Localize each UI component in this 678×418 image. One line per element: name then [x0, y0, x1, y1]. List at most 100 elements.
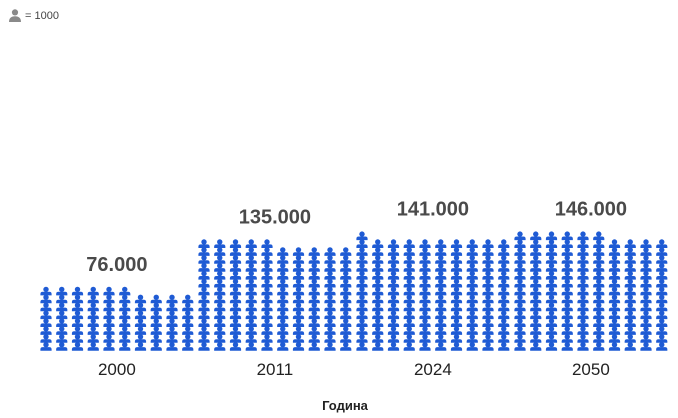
person-icon: [498, 318, 510, 327]
person-icon: [561, 318, 573, 327]
person-icon: [403, 247, 415, 256]
person-icon: [214, 255, 226, 264]
person-icon: [530, 302, 542, 312]
pictogram-column-2024: [356, 231, 510, 351]
person-icon: [324, 247, 336, 256]
person-icon: [640, 342, 652, 351]
person-icon: [419, 278, 431, 288]
person-icon: [530, 286, 542, 296]
person-icon: [403, 278, 415, 288]
person-icon: [530, 310, 542, 320]
person-icon: [324, 334, 336, 343]
person-icon: [640, 255, 652, 264]
person-icon: [261, 255, 273, 264]
person-icon: [308, 247, 320, 256]
person-icon: [466, 310, 478, 320]
person-icon: [292, 334, 305, 343]
person-icon: [356, 239, 368, 248]
person-icon: [624, 326, 636, 335]
person-icon: [308, 342, 320, 351]
person-icon: [514, 247, 526, 256]
person-icon: [245, 334, 257, 343]
person-icon: [103, 310, 115, 320]
person-icon: [561, 255, 573, 264]
person-icon: [150, 326, 162, 335]
person-icon: [419, 302, 431, 312]
person-icon: [640, 302, 652, 312]
person-icon: [56, 334, 68, 343]
person-icon: [482, 278, 494, 288]
person-icon: [482, 326, 494, 335]
person-icon: [87, 342, 99, 351]
person-icon: [387, 310, 400, 320]
person-icon: [40, 334, 52, 343]
person-icon: [292, 255, 305, 264]
person-icon: [182, 342, 194, 351]
person-icon: [640, 239, 652, 248]
person-icon: [277, 302, 289, 312]
person-icon: [640, 318, 652, 327]
person-icon: [577, 310, 589, 320]
person-icon: [656, 255, 668, 264]
person-icon: [624, 342, 636, 351]
person-icon: [419, 342, 431, 351]
person-icon: [419, 318, 431, 327]
person-icon: [372, 334, 384, 343]
person-icon: [119, 334, 131, 343]
person-icon: [277, 334, 289, 343]
person-icon: [340, 294, 352, 304]
person-icon: [150, 318, 162, 327]
person-icon: [403, 342, 415, 351]
person-icon: [356, 247, 368, 256]
person-icon: [656, 310, 668, 320]
person-icon: [530, 318, 542, 327]
person-icon: [530, 278, 542, 288]
person-icon: [103, 302, 115, 312]
person-icon: [308, 278, 320, 288]
person-icon: [198, 247, 210, 256]
person-icon: [308, 286, 320, 296]
person-icon: [166, 302, 178, 312]
person-icon: [624, 294, 636, 304]
person-icon: [498, 247, 510, 256]
person-icon: [530, 263, 542, 272]
person-icon: [419, 334, 431, 343]
person-icon: [119, 326, 131, 335]
person-icon: [450, 278, 463, 288]
person-icon: [419, 263, 431, 272]
person-icon: [403, 294, 415, 304]
x-tick-label: 2024: [414, 360, 452, 379]
person-icon: [624, 310, 636, 320]
person-icon: [530, 231, 542, 241]
person-icon: [593, 231, 605, 241]
person-icon: [608, 326, 621, 335]
person-icon: [150, 334, 162, 343]
person-icon: [656, 302, 668, 312]
person-icon: [340, 302, 352, 312]
person-icon: [103, 318, 115, 327]
person-icon: [624, 239, 636, 248]
person-icon: [340, 326, 352, 335]
person-icon: [166, 318, 178, 327]
value-label: 135.000: [239, 206, 311, 228]
person-icon: [245, 286, 257, 296]
person-icon: [119, 302, 131, 312]
person-icon: [71, 318, 84, 327]
person-icon: [640, 270, 652, 280]
person-icon: [656, 318, 668, 327]
person-icon: [372, 247, 384, 256]
person-icon: [356, 278, 368, 288]
legend-label: = 1000: [25, 9, 59, 22]
person-icon: [9, 9, 21, 22]
person-icon: [450, 294, 463, 304]
person-icon: [40, 286, 52, 296]
person-icon: [387, 318, 400, 327]
person-icon: [403, 326, 415, 335]
person-icon: [387, 334, 400, 343]
person-icon: [466, 247, 478, 256]
person-icon: [593, 247, 605, 256]
person-icon: [435, 247, 447, 256]
person-icon: [435, 239, 447, 248]
person-icon: [435, 318, 447, 327]
